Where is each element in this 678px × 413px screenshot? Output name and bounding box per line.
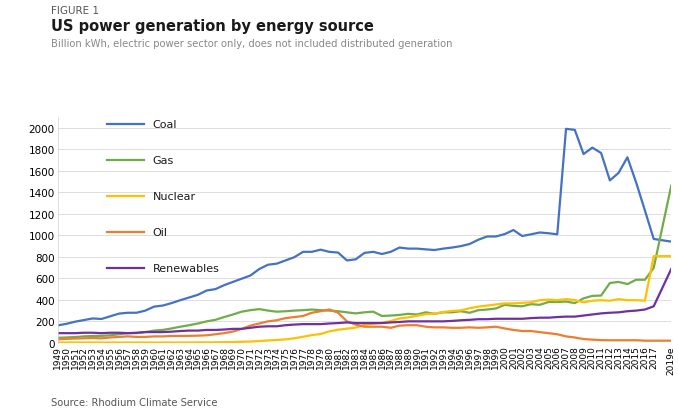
Oil	[54, 337, 62, 342]
Renewables	[237, 327, 245, 332]
Nuclear	[562, 297, 570, 302]
Text: US power generation by energy source: US power generation by energy source	[51, 19, 374, 33]
Renewables	[54, 331, 62, 336]
Oil	[395, 323, 403, 328]
Gas	[194, 321, 202, 326]
Text: Oil: Oil	[153, 228, 167, 237]
Coal	[54, 323, 62, 328]
Nuclear	[571, 298, 579, 303]
Line: Renewables: Renewables	[58, 269, 671, 333]
Text: FIGURE 1: FIGURE 1	[51, 6, 99, 16]
Gas	[212, 318, 220, 323]
Renewables	[386, 320, 395, 325]
Line: Nuclear: Nuclear	[58, 256, 671, 343]
Line: Gas: Gas	[58, 186, 671, 338]
Coal	[562, 127, 570, 132]
Line: Coal: Coal	[58, 130, 671, 325]
Nuclear	[386, 319, 395, 324]
Nuclear	[237, 339, 245, 344]
Text: Gas: Gas	[153, 155, 174, 166]
Oil	[641, 338, 649, 343]
Nuclear	[54, 340, 62, 345]
Oil	[325, 307, 334, 312]
Coal	[667, 240, 675, 244]
Gas	[54, 335, 62, 340]
Text: Billion kWh, electric power sector only, does not included distributed generatio: Billion kWh, electric power sector only,…	[51, 39, 452, 49]
Coal	[132, 311, 140, 316]
Oil	[580, 337, 588, 342]
Gas	[386, 313, 395, 318]
Text: Coal: Coal	[153, 119, 177, 129]
Nuclear	[667, 254, 675, 259]
Renewables	[562, 314, 570, 319]
Oil	[667, 338, 675, 343]
Renewables	[571, 314, 579, 319]
Nuclear	[132, 340, 140, 345]
Text: Nuclear: Nuclear	[153, 192, 196, 202]
Coal	[571, 128, 579, 133]
Oil	[194, 333, 202, 338]
Oil	[132, 335, 140, 339]
Gas	[562, 299, 570, 304]
Coal	[194, 293, 202, 298]
Text: Renewables: Renewables	[153, 263, 220, 273]
Nuclear	[650, 254, 658, 259]
Renewables	[194, 328, 202, 333]
Coal	[237, 277, 245, 282]
Gas	[237, 309, 245, 314]
Renewables	[212, 328, 220, 332]
Renewables	[667, 267, 675, 272]
Line: Oil: Oil	[58, 310, 671, 341]
Coal	[580, 152, 588, 157]
Oil	[308, 311, 316, 316]
Text: Source: Rhodium Climate Service: Source: Rhodium Climate Service	[51, 397, 218, 407]
Nuclear	[194, 340, 202, 345]
Gas	[571, 301, 579, 306]
Gas	[667, 184, 675, 189]
Oil	[237, 327, 245, 332]
Coal	[386, 250, 395, 255]
